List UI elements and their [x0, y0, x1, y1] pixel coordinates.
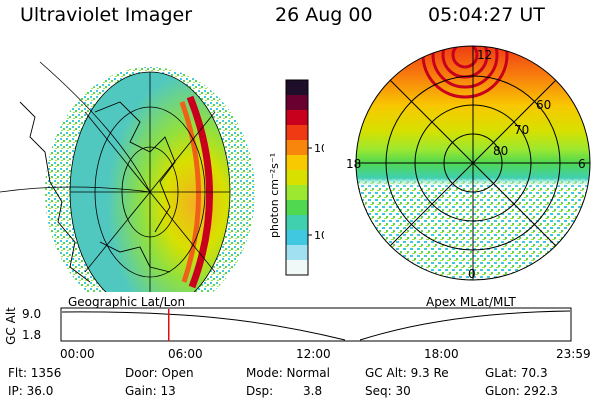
geographic-longitude: GLon: 292.3: [485, 384, 558, 398]
colorbar-swatch: [286, 140, 308, 156]
mlat-label-60: 60: [536, 98, 551, 112]
altitude-ytick-max: 9.0: [22, 307, 42, 321]
colorbar-swatch: [286, 260, 308, 276]
mlt-label-6: 6: [578, 157, 586, 171]
mlt-label-0: 0: [468, 267, 476, 281]
time-label: 05:04:27 UT: [428, 4, 545, 26]
altitude-xtick-0000: 00:00: [60, 347, 95, 361]
colorbar-swatch: [286, 230, 308, 246]
mlt-label-12: 12: [477, 48, 492, 62]
dsp-label: Dsp:: [246, 384, 274, 398]
gc-altitude: GC Alt: 9.3 Re: [365, 366, 449, 380]
altitude-xtick-2359: 23:59: [556, 347, 591, 361]
altitude-plot: [60, 307, 572, 342]
geographic-latitude: GLat: 70.3: [485, 366, 548, 380]
altitude-xtick-0600: 06:00: [168, 347, 203, 361]
gain-value: Gain: 13: [125, 384, 176, 398]
colorbar-tick-10: 10: [314, 229, 324, 242]
colorbar-swatch: [286, 110, 308, 126]
mode-status: Mode: Normal: [246, 366, 330, 380]
colorbar-swatch: [286, 170, 308, 186]
geographic-caption: Geographic Lat/Lon: [68, 295, 186, 309]
colorbar-swatches: [286, 80, 308, 276]
altitude-curve: [61, 310, 571, 341]
mlt-label-18: 18: [346, 157, 361, 171]
magnetic-caption: Apex MLat/MLT: [426, 295, 516, 309]
ip-value: IP: 36.0: [8, 384, 54, 398]
flight-number: Flt: 1356: [8, 366, 62, 380]
instrument-title: Ultraviolet Imager: [20, 4, 193, 26]
colorbar-swatch: [286, 200, 308, 216]
altitude-plot-frame: [60, 307, 572, 342]
colorbar-swatch: [286, 95, 308, 111]
dsp-value: 3.8: [303, 384, 323, 398]
mlat-label-80: 80: [493, 144, 508, 158]
colorbar: 100 10 photon cm⁻²s⁻¹: [268, 79, 324, 276]
mlat-label-70: 70: [514, 123, 529, 137]
polar-plot: 12 18 6 0 60 70 80: [346, 45, 591, 281]
altitude-ylabel: GC Alt: [4, 307, 18, 345]
altitude-xtick-1800: 18:00: [424, 347, 459, 361]
geographic-image: [0, 61, 255, 292]
colorbar-swatch: [286, 80, 308, 96]
altitude-xtick-1200: 12:00: [296, 347, 331, 361]
colorbar-swatch: [286, 185, 308, 201]
door-status: Door: Open: [125, 366, 194, 380]
colorbar-frame: [285, 79, 309, 276]
colorbar-swatch: [286, 125, 308, 141]
altitude-ylabel-wrap: GC Alt: [2, 305, 18, 347]
polar-emission: [356, 46, 590, 235]
colorbar-tick-100: 100: [314, 142, 324, 155]
polar-grid: [355, 45, 591, 281]
colorbar-swatch: [286, 215, 308, 231]
date-label: 26 Aug 00: [275, 4, 373, 26]
altitude-ytick-min: 1.8: [22, 328, 42, 342]
colorbar-unit: photon cm⁻²s⁻¹: [268, 153, 281, 238]
sequence-number: Seq: 30: [365, 384, 411, 398]
colorbar-swatch: [286, 245, 308, 261]
coastlines: [19, 101, 176, 283]
colorbar-swatch: [286, 155, 308, 171]
